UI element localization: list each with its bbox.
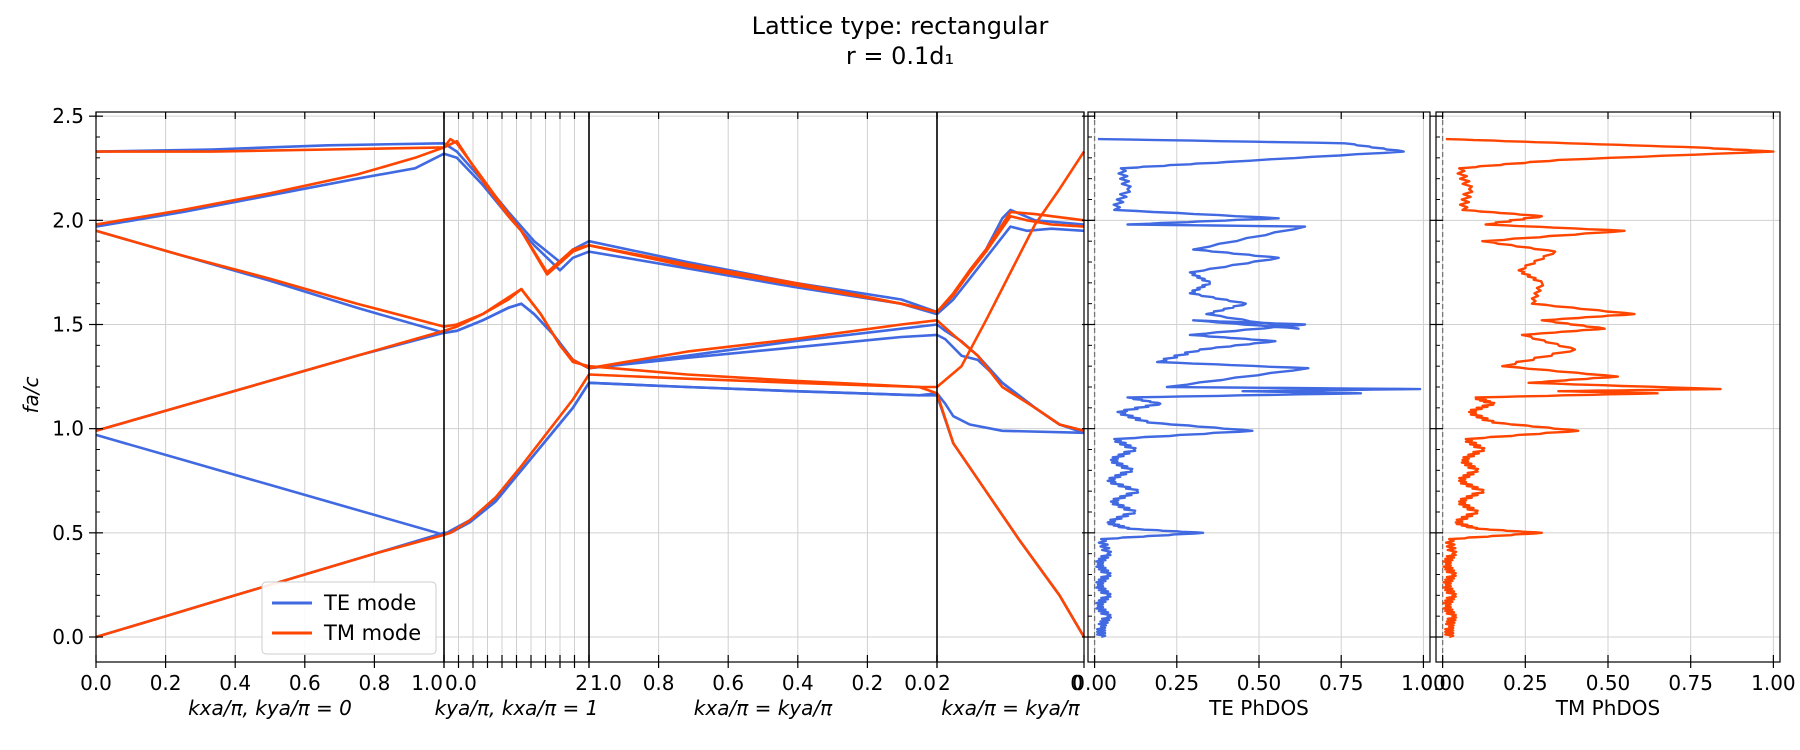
y-tick-label: 1.0 [52,417,84,441]
dos-x-tick-label: 1.00 [1401,671,1446,695]
x-tick-label: 1.0 [411,671,443,695]
tm-band-1 [95,373,1086,639]
band-curves [95,137,1086,639]
y-axis-label: fa/c [19,376,43,413]
x-tick-label: 0 [1070,671,1083,695]
tm-dos-trace [1442,137,1775,639]
te-band-6 [95,142,1085,314]
dos-x-tick-label: 0.00 [1072,671,1117,695]
tm-band-2 [95,150,1086,433]
segment-xlabel: kxa/π = kya/π [941,696,1080,720]
x-tick-label: 1.0 [590,671,622,695]
dos-panel-te: 0.00 0.25 0.50 0.75 1.00 TE PhDOS [1072,111,1446,720]
legend: TE mode TM mode [261,581,437,655]
x-tick-label: 0.4 [782,671,814,695]
te-band-2 [95,381,1085,537]
te-dos-trace [1095,137,1422,639]
chart-title: Lattice type: rectangular [752,12,1049,40]
dos-x-tick-label: 0.50 [1237,671,1282,695]
dos-xlabel: TE PhDOS [1208,696,1309,720]
tm-band-4 [95,139,1085,314]
dos-x-tick-label: 1.00 [1751,671,1796,695]
y-tick-label: 0.5 [52,521,84,545]
dos-x-tick-label: 0.75 [1668,671,1713,695]
tm-band-5 [96,137,1085,314]
x-tick-label: 0.0 [80,671,112,695]
x-tick-label: 0.0 [445,671,477,695]
segment-xlabel: kxa/π = kya/π [694,696,833,720]
x-tick-label: 0.4 [219,671,251,695]
dos-x-tick-label: 0.25 [1503,671,1548,695]
legend-label-1: TE mode [323,591,416,615]
legend-box [261,581,437,655]
band-grid [96,112,1084,662]
x-tick-label: 2 [938,671,951,695]
dos-x-tick-label: 0.00 [1420,671,1465,695]
dos-xlabel: TM PhDOS [1555,696,1660,720]
x-tick-label: 0.6 [712,671,744,695]
y-tick-label: 2.5 [52,104,84,128]
y-tick-label: 0.0 [52,625,84,649]
te-band-1 [95,381,1086,639]
dos-x-tick-label: 0.75 [1319,671,1364,695]
band-panel: 0.0 0.5 1.0 1.5 2.0 2.5 0.0 0.2 0.4 0.6 0.8 1.0 kxa/… [52,104,1086,720]
dos-panels: 0.00 0.25 0.50 0.75 1.00 TE PhDOS 0.00 0.25 0.50… [1072,111,1796,720]
x-tick-label: 0.2 [150,671,182,695]
segment-xlabel: kya/π, kxa/π = 1 [435,696,599,720]
x-tick-label: 0.2 [851,671,883,695]
dos-panel-tm: 0.00 0.25 0.50 0.75 1.00 TM PhDOS [1420,111,1796,720]
te-band-5 [95,152,1085,316]
segment-xlabel: kxa/π, kya/π = 0 [188,696,352,720]
y-tick-label: 1.5 [52,313,84,337]
te-band-4 [95,229,1085,435]
x-tick-label: 0.0 [904,671,936,695]
x-tick-label: 2 [575,671,588,695]
chart-subtitle: r = 0.1d₁ [846,42,954,70]
x-tick-label: 0.6 [289,671,321,695]
x-tick-label: 0.8 [643,671,675,695]
y-tick-label: 2.0 [52,208,84,232]
x-tick-label: 0.8 [358,671,390,695]
legend-label-2: TM mode [323,621,421,645]
tm-band-3 [95,229,1085,433]
dos-x-tick-label: 0.25 [1155,671,1200,695]
dos-x-tick-label: 0.50 [1586,671,1631,695]
